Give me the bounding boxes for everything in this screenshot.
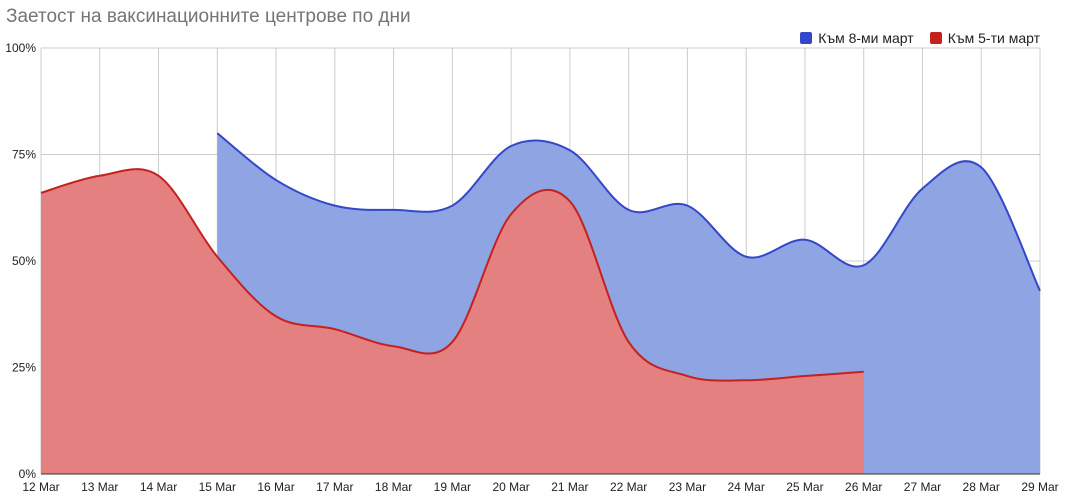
- legend-item-series-1[interactable]: Към 8-ми март: [800, 30, 914, 46]
- x-tick-label-9: 21 Mar: [551, 480, 588, 494]
- x-tick-label-12: 24 Mar: [727, 480, 764, 494]
- legend-swatch-series-1: [800, 32, 813, 44]
- x-tick-label-11: 23 Mar: [669, 480, 706, 494]
- x-tick-label-1: 13 Mar: [81, 480, 118, 494]
- legend: Към 8-ми март Към 5-ти март: [800, 30, 1040, 46]
- legend-item-series-2[interactable]: Към 5-ти март: [929, 30, 1040, 46]
- x-tick-label-2: 14 Mar: [140, 480, 177, 494]
- x-tick-label-4: 16 Mar: [257, 480, 294, 494]
- x-tick-label-17: 29 Mar: [1021, 480, 1058, 494]
- legend-label-series-2: Към 5-ти март: [947, 30, 1040, 46]
- legend-swatch-series-2: [929, 32, 942, 44]
- x-tick-label-5: 17 Mar: [316, 480, 353, 494]
- series-line-2: [40, 168, 864, 382]
- x-tick-label-15: 27 Mar: [904, 480, 941, 494]
- x-tick-label-14: 26 Mar: [845, 480, 882, 494]
- series-line-1: [216, 132, 1041, 292]
- x-tick-label-8: 20 Mar: [492, 480, 529, 494]
- x-tick-label-6: 18 Mar: [375, 480, 412, 494]
- x-tick-label-3: 15 Mar: [199, 480, 236, 494]
- y-tick-label-3: 75%: [12, 148, 36, 162]
- y-tick-label-2: 50%: [12, 254, 36, 268]
- x-tick-label-13: 25 Mar: [786, 480, 823, 494]
- x-tick-label-10: 22 Mar: [610, 480, 647, 494]
- x-tick-label-16: 28 Mar: [963, 480, 1000, 494]
- legend-label-series-1: Към 8-ми март: [818, 30, 914, 46]
- y-tick-label-1: 25%: [12, 361, 36, 375]
- x-tick-label-7: 19 Mar: [434, 480, 471, 494]
- series-area-2: [41, 169, 864, 474]
- y-tick-label-4: 100%: [5, 41, 36, 55]
- chart-title: Заетост на ваксинационните центрове по д…: [6, 6, 411, 27]
- y-tick-label-0: 0%: [19, 467, 37, 481]
- x-tick-label-0: 12 Mar: [22, 480, 59, 494]
